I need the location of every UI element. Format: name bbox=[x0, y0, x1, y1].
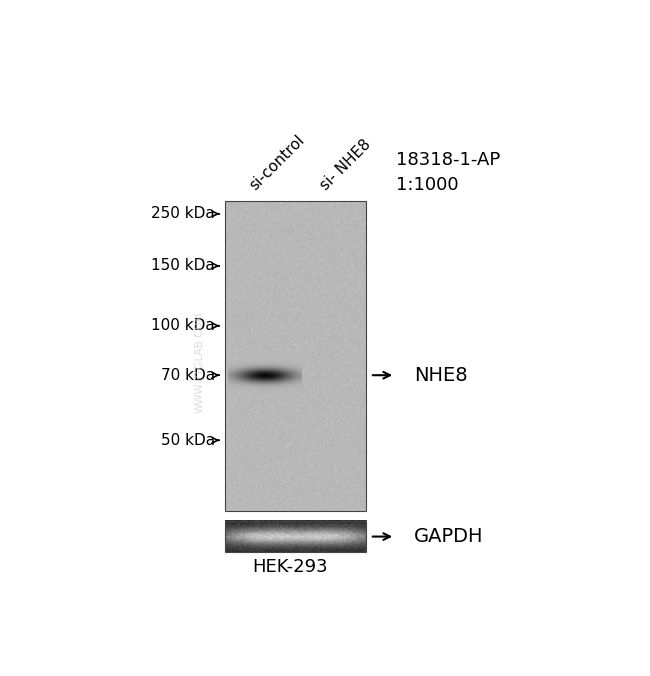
Text: 100 kDa: 100 kDa bbox=[151, 318, 214, 333]
Text: 250 kDa: 250 kDa bbox=[151, 206, 214, 221]
Text: 150 kDa: 150 kDa bbox=[151, 258, 214, 273]
Text: 18318-1-AP
1:1000: 18318-1-AP 1:1000 bbox=[396, 151, 500, 195]
Bar bbox=[225, 521, 366, 552]
Text: 70 kDa: 70 kDa bbox=[161, 368, 215, 383]
Bar bbox=[225, 201, 366, 510]
Text: si-control: si-control bbox=[246, 132, 307, 193]
Text: HEK-293: HEK-293 bbox=[252, 558, 328, 576]
Text: NHE8: NHE8 bbox=[414, 366, 467, 385]
Text: WWW.PTGLAB.COM: WWW.PTGLAB.COM bbox=[194, 312, 205, 413]
Text: 50 kDa: 50 kDa bbox=[161, 433, 215, 448]
Text: si- NHE8: si- NHE8 bbox=[317, 137, 374, 193]
Text: GAPDH: GAPDH bbox=[414, 527, 483, 546]
